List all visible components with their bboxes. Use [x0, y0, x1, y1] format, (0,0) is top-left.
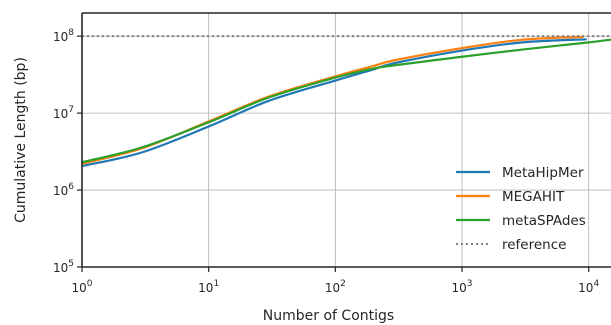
- series-line-metaspades: [82, 38, 611, 164]
- legend-label-metaspades: metaSPAdes: [502, 213, 586, 229]
- x-tick-label: 102: [325, 279, 346, 295]
- legend-label-reference: reference: [502, 237, 566, 253]
- y-axis-label: Cumulative Length (bp): [13, 57, 29, 223]
- series-layer: [82, 35, 611, 168]
- legend-label-megahit: MEGAHIT: [502, 189, 565, 205]
- x-axis-label: Number of Contigs: [263, 308, 394, 324]
- x-tick-label: 100: [71, 279, 92, 295]
- y-tick-label: 107: [53, 105, 74, 121]
- axes: [81, 12, 611, 268]
- legend: MetaHipMer MEGAHIT metaSPAdes reference: [456, 165, 586, 253]
- x-tick-label: 103: [452, 279, 473, 295]
- y-tick-label: 108: [53, 28, 74, 44]
- x-tick-label: 104: [578, 279, 599, 295]
- x-axis-ticks: 100 101 102 103 104: [71, 267, 599, 295]
- legend-label-metahipmer: MetaHipMer: [502, 165, 584, 181]
- y-axis-ticks: 105 106 107 108: [53, 28, 82, 275]
- series-line-metahipmer: [82, 38, 587, 168]
- y-tick-label: 106: [53, 182, 74, 198]
- y-tick-label: 105: [53, 259, 74, 275]
- x-tick-label: 101: [198, 279, 219, 295]
- series-line-megahit: [82, 35, 584, 165]
